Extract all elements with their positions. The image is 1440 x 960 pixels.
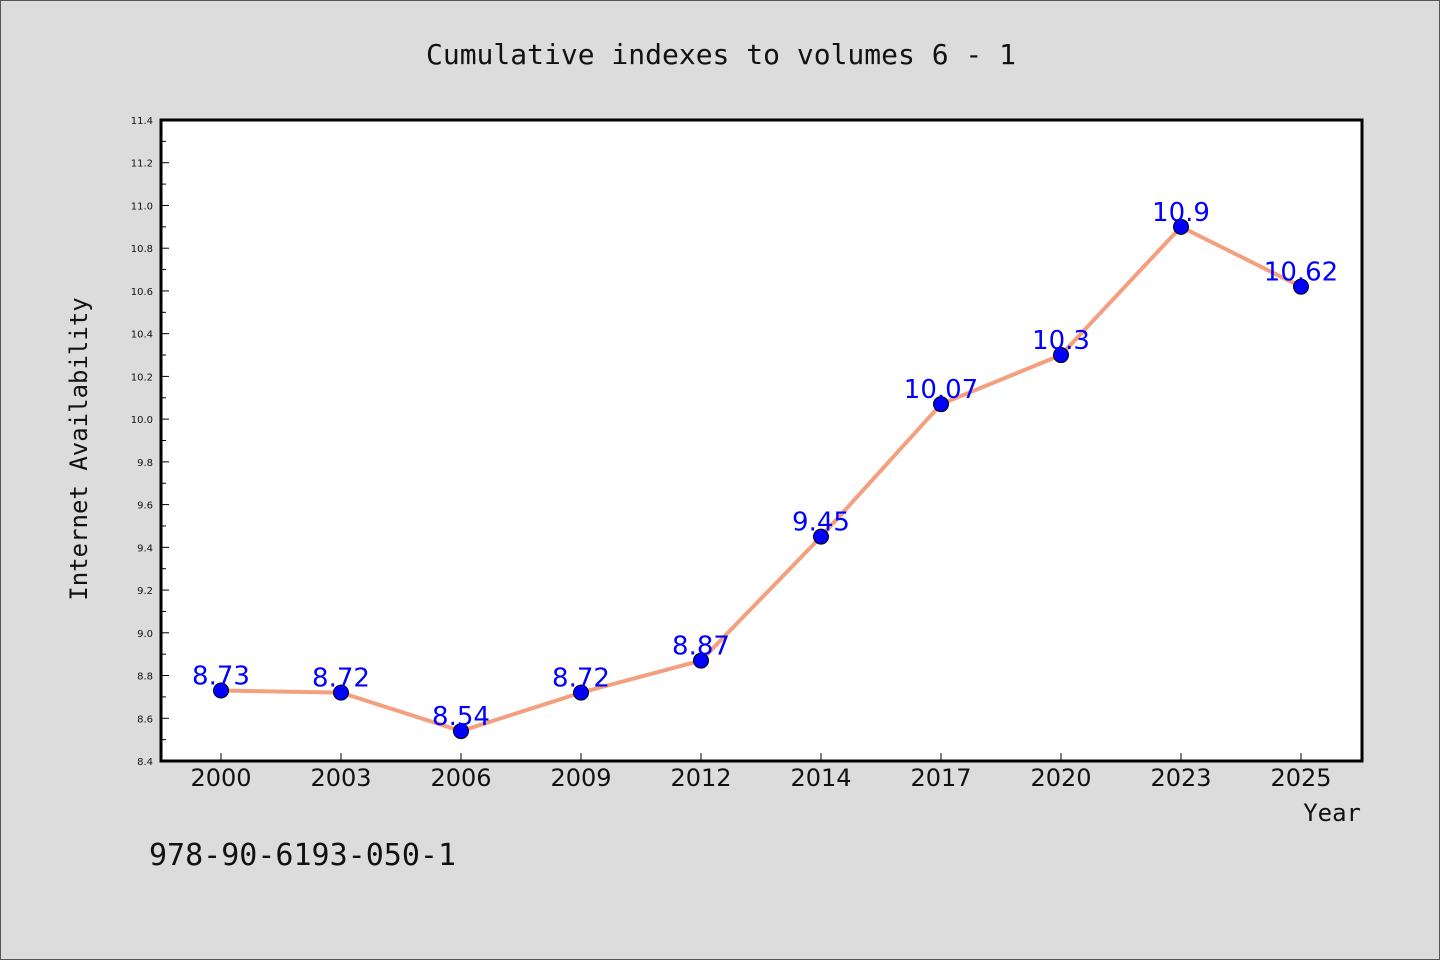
data-point [453,723,469,740]
y-tick-label: 9.6 [137,501,153,512]
y-axis-label: Internet Availability [65,297,93,600]
y-tick-label: 10.0 [131,415,153,426]
x-axis-label: Year [1303,799,1361,827]
data-label: 8.73 [192,661,250,691]
y-tick-label: 11.4 [131,116,153,127]
x-tick-label: 2006 [430,764,491,792]
data-label: 8.87 [672,632,730,662]
y-tick-label: 8.6 [137,714,153,725]
data-point [213,682,229,699]
series-line [220,224,1302,734]
data-point [573,684,589,701]
plot-area [159,118,1364,763]
data-point [693,652,709,669]
x-tick-label: 2020 [1030,764,1091,792]
y-tick-label: 11.2 [131,159,153,170]
data-label: 8.54 [432,702,490,732]
x-tick-label: 2023 [1150,764,1211,792]
y-tick-label: 9.2 [137,586,153,597]
data-labels: 8.73 8.72 8.54 8.72 8.87 9.45 10.07 10.3 10.9 10.… [192,198,1338,732]
y-tick-label: 8.8 [137,672,153,683]
y-tick-label: 10.2 [131,372,153,383]
x-tick-label: 2009 [550,764,611,792]
y-tick-label: 8.4 [137,757,153,768]
y-tick-label: 9.0 [137,629,153,640]
x-tick-label: 2003 [310,764,371,792]
data-point [1173,218,1189,235]
x-tick-label: 2012 [670,764,731,792]
x-tick-label: 2000 [190,764,251,792]
isbn-footnote: 978-90-6193-050-1 [149,838,456,873]
y-tick-label: 10.4 [131,330,153,341]
data-label: 10.07 [904,375,978,405]
y-axis-ticks: 8.4 8.6 8.8 9.0 9.2 9.4 9.6 9.8 10.0 10.2 10.4 10.6… [131,116,169,768]
data-point [813,528,829,545]
data-point [333,684,349,701]
x-tick-label: 2017 [910,764,971,792]
data-point [1053,347,1069,364]
data-label: 9.45 [792,508,850,538]
data-label: 10.3 [1032,326,1090,356]
data-label: 10.9 [1152,198,1210,228]
y-tick-label: 10.8 [131,244,153,255]
y-tick-label: 9.8 [137,458,153,469]
data-label: 8.72 [552,664,610,694]
data-point [933,396,949,413]
y-tick-label: 10.6 [131,287,153,298]
x-axis-ticks: 2000 2003 2006 2009 2012 2014 2017 2020 2023 2025 [190,753,1332,792]
data-label: 10.62 [1264,258,1338,288]
data-series [213,218,1309,740]
data-point [1293,278,1309,295]
x-tick-label: 2025 [1270,764,1331,792]
chart-title: Cumulative indexes to volumes 6 - 1 [426,38,1016,71]
y-tick-label: 11.0 [131,201,153,212]
y-tick-label: 9.4 [137,543,153,554]
data-label: 8.72 [312,664,370,694]
x-tick-label: 2014 [790,764,851,792]
